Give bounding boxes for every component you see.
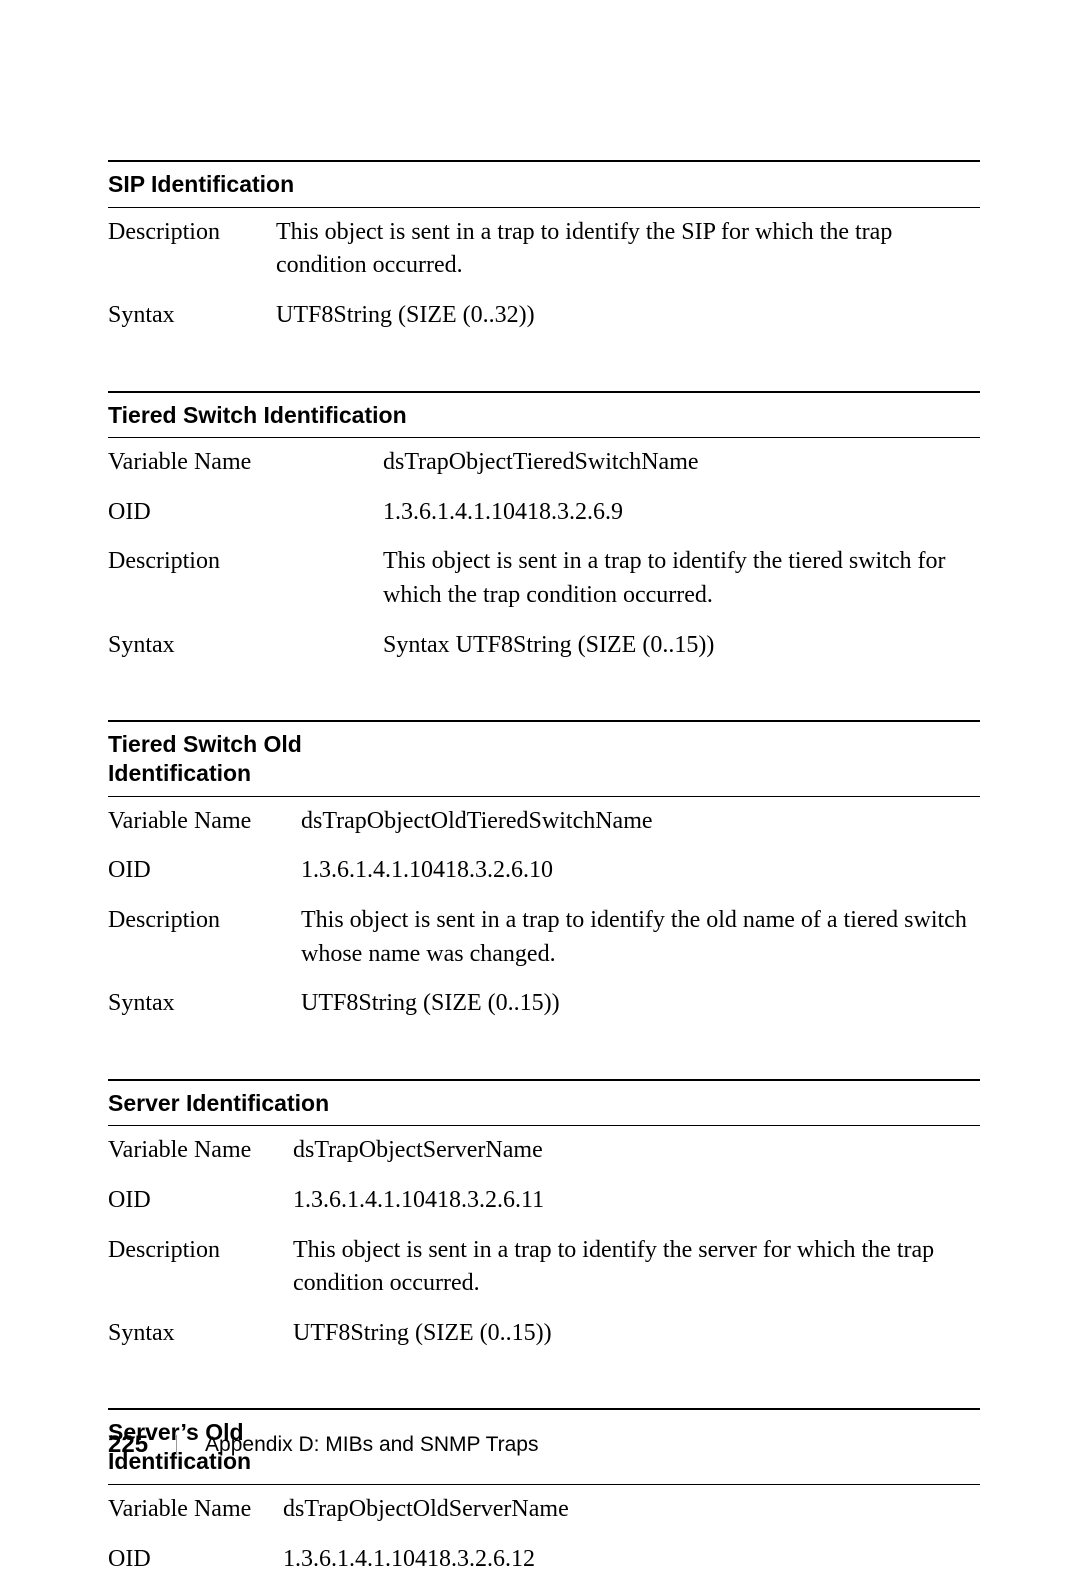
row-oid: OID 1.3.6.1.4.1.10418.3.2.6.10 (108, 846, 980, 896)
section-heading: Server Identification (108, 1081, 980, 1126)
section-heading: SIP Identification (108, 162, 980, 207)
row-value: 1.3.6.1.4.1.10418.3.2.6.11 (293, 1184, 980, 1218)
row-oid: OID 1.3.6.1.4.1.10418.3.2.6.11 (108, 1176, 980, 1226)
row-oid: OID 1.3.6.1.4.1.10418.3.2.6.12 (108, 1535, 980, 1584)
row-value: 1.3.6.1.4.1.10418.3.2.6.9 (383, 496, 980, 530)
row-value: dsTrapObjectOldTieredSwitchName (301, 805, 980, 839)
row-syntax: Syntax UTF8String (SIZE (0..15)) (108, 979, 980, 1029)
page: SIP Identification Description This obje… (0, 0, 1080, 1529)
row-value: UTF8String (SIZE (0..15)) (301, 987, 980, 1021)
row-value: This object is sent in a trap to identif… (383, 545, 980, 612)
row-description: Description This object is sent in a tra… (108, 896, 980, 979)
row-label: OID (108, 1543, 283, 1577)
row-value: dsTrapObjectServerName (293, 1134, 980, 1168)
row-value: dsTrapObjectTieredSwitchName (383, 446, 980, 480)
appendix-title: Appendix D: MIBs and SNMP Traps (205, 1433, 538, 1457)
row-label: Description (108, 216, 276, 283)
row-label: Description (108, 545, 383, 612)
row-syntax: Syntax UTF8String (SIZE (0..32)) (108, 291, 980, 341)
row-label: OID (108, 854, 301, 888)
section-sip: SIP Identification Description This obje… (108, 160, 980, 341)
row-variable-name: Variable Name dsTrapObjectServerName (108, 1126, 980, 1176)
row-variable-name: Variable Name dsTrapObjectOldServerName (108, 1485, 980, 1535)
page-number: 225 (108, 1431, 148, 1459)
row-label: Syntax (108, 299, 276, 333)
row-value: dsTrapObjectOldServerName (283, 1493, 980, 1527)
section-server: Server Identification Variable Name dsTr… (108, 1079, 980, 1359)
section-tiered-switch: Tiered Switch Identification Variable Na… (108, 391, 980, 671)
row-syntax: Syntax Syntax UTF8String (SIZE (0..15)) (108, 621, 980, 671)
row-oid: OID 1.3.6.1.4.1.10418.3.2.6.9 (108, 488, 980, 538)
row-value: UTF8String (SIZE (0..15)) (293, 1317, 980, 1351)
section-heading: Tiered Switch Old Identification (108, 722, 338, 796)
row-value: This object is sent in a trap to identif… (293, 1234, 980, 1301)
row-description: Description This object is sent in a tra… (108, 537, 980, 620)
row-variable-name: Variable Name dsTrapObjectTieredSwitchNa… (108, 438, 980, 488)
section-tiered-switch-old: Tiered Switch Old Identification Variabl… (108, 720, 980, 1028)
row-description: Description This object is sent in a tra… (108, 1226, 980, 1309)
footer-divider (176, 1435, 177, 1455)
row-value: This object is sent in a trap to identif… (276, 216, 980, 283)
row-label: Variable Name (108, 805, 301, 839)
row-label: Variable Name (108, 446, 383, 480)
row-label: Variable Name (108, 1134, 293, 1168)
page-footer: 225 Appendix D: MIBs and SNMP Traps (108, 1431, 538, 1459)
section-heading: Tiered Switch Identification (108, 393, 980, 438)
row-label: Syntax (108, 1317, 293, 1351)
row-value: 1.3.6.1.4.1.10418.3.2.6.10 (301, 854, 980, 888)
row-syntax: Syntax UTF8String (SIZE (0..15)) (108, 1309, 980, 1359)
row-label: Description (108, 1234, 293, 1301)
row-description: Description This object is sent in a tra… (108, 208, 980, 291)
row-value: This object is sent in a trap to identif… (301, 904, 980, 971)
row-value: 1.3.6.1.4.1.10418.3.2.6.12 (283, 1543, 980, 1577)
row-label: Description (108, 904, 301, 971)
row-value: UTF8String (SIZE (0..32)) (276, 299, 980, 333)
row-label: Syntax (108, 987, 301, 1021)
row-variable-name: Variable Name dsTrapObjectOldTieredSwitc… (108, 797, 980, 847)
row-label: OID (108, 1184, 293, 1218)
row-value: Syntax UTF8String (SIZE (0..15)) (383, 629, 980, 663)
row-label: Variable Name (108, 1493, 283, 1527)
row-label: OID (108, 496, 383, 530)
row-label: Syntax (108, 629, 383, 663)
